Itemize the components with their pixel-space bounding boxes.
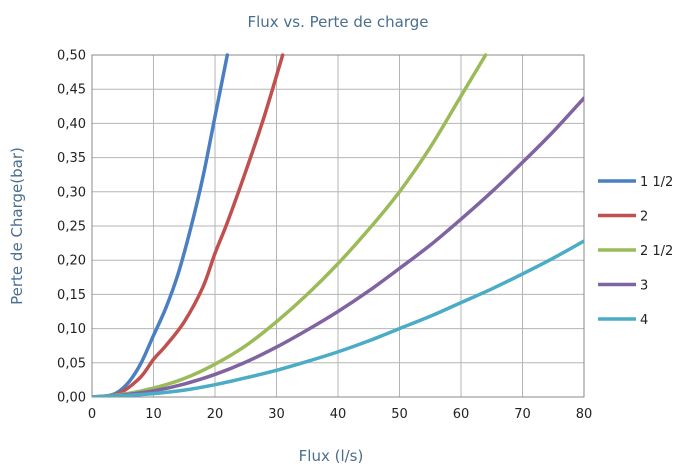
y-axis-label: Perte de Charge(bar) (8, 147, 26, 305)
y-tick-label: 0,25 (57, 220, 86, 235)
series-lines (92, 53, 584, 397)
series-line-4 (92, 239, 584, 397)
legend-label: 4 (640, 313, 648, 328)
x-axis-ticks: 0 10 20 30 40 50 60 70 80 (88, 407, 592, 422)
series-line-3 (92, 96, 584, 397)
grid (91, 54, 585, 398)
x-tick-label: 60 (453, 407, 470, 422)
x-tick-label: 30 (268, 407, 285, 422)
legend-label: 1 1/2 (640, 175, 673, 190)
x-tick-label: 80 (576, 407, 593, 422)
x-axis-label: Flux (l/s) (299, 447, 364, 464)
y-tick-label: 0,10 (57, 322, 86, 337)
y-tick-label: 0,40 (57, 117, 86, 132)
y-tick-label: 0,00 (57, 391, 86, 406)
y-tick-label: 0,20 (57, 254, 86, 269)
legend-label: 2 1/2 (640, 244, 673, 259)
x-tick-label: 50 (391, 407, 408, 422)
y-tick-label: 0,45 (57, 83, 86, 98)
series-line-2 (92, 53, 285, 397)
x-tick-label: 10 (145, 407, 162, 422)
y-tick-label: 0,30 (57, 185, 86, 200)
x-tick-label: 0 (88, 407, 96, 422)
x-tick-label: 20 (207, 407, 224, 422)
legend-label: 3 (640, 279, 648, 294)
y-tick-label: 0,15 (57, 288, 86, 303)
x-tick-label: 40 (330, 407, 347, 422)
x-tick-label: 70 (514, 407, 531, 422)
legend-label: 2 (640, 210, 648, 225)
y-tick-label: 0,05 (57, 356, 86, 371)
y-axis-ticks: 0,00 0,05 0,10 0,15 0,20 0,25 0,30 0,35 0,40 0,45… (57, 49, 86, 406)
plot-frame (91, 54, 585, 398)
chart-title: Flux vs. Perte de charge (247, 13, 428, 31)
series-line-2-1-2 (92, 53, 488, 397)
y-tick-label: 0,35 (57, 151, 86, 166)
y-tick-label: 0,50 (57, 49, 86, 64)
legend: 1 1/2 2 2 1/2 3 4 (598, 175, 673, 328)
